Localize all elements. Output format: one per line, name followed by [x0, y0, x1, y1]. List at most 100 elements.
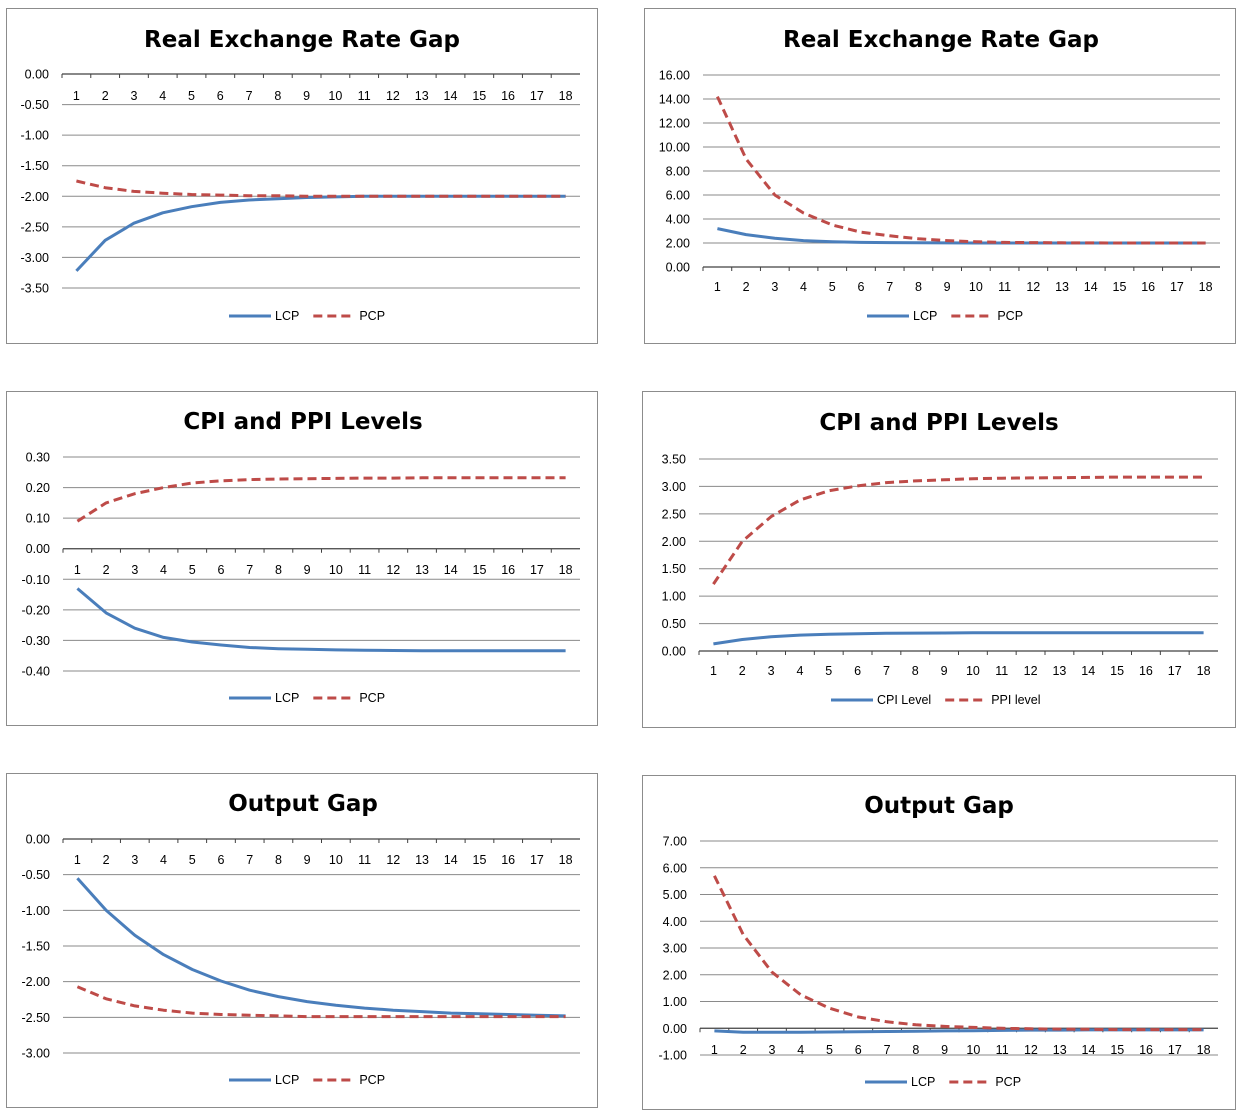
x-tick-label: 2	[103, 563, 110, 577]
x-tick-label: 2	[103, 853, 110, 867]
y-tick-label: -2.00	[22, 975, 51, 989]
x-tick-label: 1	[74, 853, 81, 867]
x-tick-label: 12	[1024, 1043, 1038, 1057]
x-tick-label: 3	[130, 89, 137, 103]
x-tick-label: 15	[1110, 1043, 1124, 1057]
y-tick-label: 1.50	[662, 562, 686, 576]
series-line-pcp	[76, 985, 566, 1019]
legend-label: LCP	[275, 1073, 299, 1087]
x-tick-label: 3	[131, 563, 138, 577]
x-tick-label: 8	[912, 1043, 919, 1057]
chart-svg: CPI and PPI Levels 0.30 0.20 0.10 0.00 -0.10 -…	[22, 409, 580, 705]
x-tick-label: 6	[217, 853, 224, 867]
y-tick-label: 0.00	[666, 261, 690, 275]
y-tick-label: 0.00	[662, 645, 686, 659]
chart-panel-output-gap-positive: Output Gap 7.00 6.00 5.00 4.00 3.00 2.00 1.00 0.…	[642, 775, 1236, 1110]
x-tick-label: 17	[530, 563, 544, 577]
y-tick-label: 7.00	[663, 835, 687, 849]
x-tick-label: 3	[768, 664, 775, 678]
y-tick-label: 0.20	[26, 481, 50, 495]
x-tick-label: 7	[886, 280, 893, 294]
y-tick-label: -0.10	[22, 573, 51, 587]
x-tick-label: 16	[501, 853, 515, 867]
x-tick-label: 2	[740, 1043, 747, 1057]
y-tick-label: -0.50	[21, 98, 50, 112]
x-tick-label: 2	[739, 664, 746, 678]
x-tick-label: 14	[444, 563, 458, 577]
x-tick-label: 17	[1170, 280, 1184, 294]
x-tick-label: 13	[1055, 280, 1069, 294]
y-tick-label: -1.50	[21, 159, 50, 173]
x-tick-label: 14	[1081, 664, 1095, 678]
chart-title: Real Exchange Rate Gap	[783, 27, 1099, 53]
y-tick-label: 0.30	[26, 451, 50, 465]
x-tick-label: 15	[1110, 664, 1124, 678]
chart-panel-real-exchange-rate-gap-lcp-pcp-negative: Real Exchange Rate Gap 0.00 -0.50 -1.00 -1.5…	[6, 8, 598, 344]
x-tick-label: 17	[1168, 664, 1182, 678]
x-tick-label: 2	[743, 280, 750, 294]
x-tick-label: 18	[1197, 1043, 1211, 1057]
y-tick-label: 0.50	[662, 617, 686, 631]
series-line-lcp	[717, 227, 1206, 245]
chart-svg: Output Gap 7.00 6.00 5.00 4.00 3.00 2.00 1.00 0.…	[659, 793, 1218, 1089]
y-tick-label: -1.50	[22, 940, 51, 954]
y-tick-label: 2.00	[662, 535, 686, 549]
x-tick-label: 11	[358, 89, 371, 103]
x-tick-label: 8	[275, 563, 282, 577]
series-line-pcp	[713, 875, 1204, 1032]
x-tick-label: 18	[1199, 280, 1213, 294]
x-tick-label: 18	[559, 853, 573, 867]
x-tick-label: 5	[188, 89, 195, 103]
x-tick-label: 1	[711, 1043, 718, 1057]
x-tick-label: 5	[825, 664, 832, 678]
x-tick-label: 16	[501, 89, 515, 103]
legend-label: PCP	[997, 309, 1023, 323]
y-tick-label: 16.00	[659, 69, 690, 83]
x-tick-label: 4	[797, 1043, 804, 1057]
legend-label: PCP	[359, 1073, 385, 1087]
legend-label: LCP	[275, 691, 299, 705]
chart-panel-real-exchange-rate-gap-lcp-pcp-positive: Real Exchange Rate Gap 16.00 14.00 12.00 10.…	[644, 8, 1236, 344]
x-tick-label: 10	[966, 664, 980, 678]
legend-label: PCP	[359, 691, 385, 705]
legend-label: LCP	[275, 309, 299, 323]
x-tick-label: 1	[73, 89, 80, 103]
x-tick-label: 18	[559, 563, 573, 577]
y-tick-label: 0.00	[26, 833, 50, 847]
y-tick-label: 1.00	[663, 995, 687, 1009]
y-tick-label: 5.00	[663, 888, 687, 902]
x-tick-label: 13	[415, 89, 429, 103]
x-tick-label: 4	[800, 280, 807, 294]
x-tick-label: 12	[386, 89, 400, 103]
x-tick-label: 7	[246, 89, 253, 103]
x-tick-label: 8	[915, 280, 922, 294]
chart-svg: Real Exchange Rate Gap 0.00 -0.50 -1.00 -1.5…	[21, 27, 580, 323]
x-tick-label: 8	[912, 664, 919, 678]
y-tick-label: -2.00	[21, 190, 50, 204]
series-line-pcp	[76, 179, 566, 198]
x-tick-label: 17	[1168, 1043, 1182, 1057]
chart-panel-output-gap-negative: Output Gap 0.00 -0.50 -1.00 -1.50 -2.00 -2.50 -…	[6, 773, 598, 1108]
x-tick-label: 4	[796, 664, 803, 678]
y-tick-label: -3.50	[21, 282, 50, 296]
x-tick-label: 16	[501, 563, 515, 577]
x-tick-label: 14	[1082, 1043, 1096, 1057]
series-line-cpi-level	[713, 631, 1204, 646]
legend-label: CPI Level	[877, 693, 931, 707]
legend-label: PCP	[995, 1075, 1021, 1089]
y-tick-label: 14.00	[659, 93, 690, 107]
y-tick-label: -0.50	[22, 868, 51, 882]
x-tick-label: 11	[995, 664, 1008, 678]
x-tick-label: 9	[944, 280, 951, 294]
x-tick-label: 10	[328, 89, 342, 103]
y-tick-label: 8.00	[666, 165, 690, 179]
x-tick-label: 11	[358, 853, 371, 867]
y-tick-label: 4.00	[663, 915, 687, 929]
y-tick-label: 2.50	[662, 507, 686, 521]
y-tick-label: -0.20	[22, 603, 51, 617]
series-line-lcp	[714, 1028, 1204, 1034]
y-tick-label: -0.30	[22, 634, 51, 648]
x-tick-label: 13	[1053, 1043, 1067, 1057]
chart-title: Output Gap	[864, 793, 1014, 819]
x-tick-label: 1	[714, 280, 721, 294]
